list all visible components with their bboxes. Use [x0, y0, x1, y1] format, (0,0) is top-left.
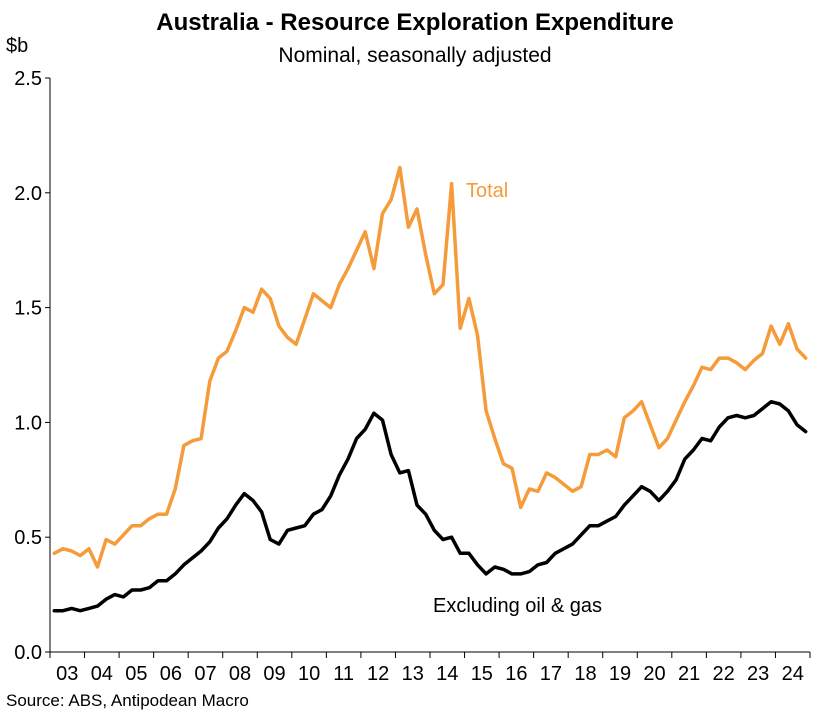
- x-tick-label: 11: [333, 663, 354, 685]
- x-tick-label: 21: [678, 663, 700, 685]
- x-tick-label: 15: [471, 663, 493, 685]
- series-group: [52, 165, 808, 613]
- x-tick-label: 05: [125, 663, 147, 685]
- y-tick-label: 2.5: [14, 68, 42, 90]
- x-tick-label: 14: [436, 663, 458, 685]
- y-tick-label: 0.0: [14, 642, 42, 664]
- y-tick-label: 2.0: [14, 183, 42, 205]
- x-tick-label: 13: [402, 663, 424, 685]
- x-tick-label: 23: [747, 663, 769, 685]
- x-tick-label: 06: [160, 663, 182, 685]
- x-tick-label: 07: [194, 663, 216, 685]
- x-tick-label: 12: [367, 663, 389, 685]
- y-axis-unit-label: $b: [6, 35, 28, 57]
- x-tick-label: 17: [540, 663, 562, 685]
- y-axis-ticks: 0.0 0.5 1.0 1.5 2.0 2.5: [14, 68, 50, 664]
- x-tick-label: 10: [298, 663, 320, 685]
- x-tick-label: 04: [91, 663, 113, 685]
- y-tick-label: 1.0: [14, 412, 42, 434]
- x-tick-label: 09: [263, 663, 285, 685]
- x-tick-label: 20: [643, 663, 665, 685]
- source-note: Source: ABS, Antipodean Macro: [6, 691, 249, 710]
- x-tick-label: 19: [609, 663, 631, 685]
- x-tick-label: 03: [56, 663, 78, 685]
- x-tick-label: 24: [782, 663, 804, 685]
- x-tick-label: 08: [229, 663, 251, 685]
- annotation-total: Total: [466, 180, 508, 202]
- x-tick-label: 22: [713, 663, 735, 685]
- series-line-total: [52, 165, 808, 569]
- chart-subtitle: Nominal, seasonally adjusted: [278, 44, 551, 67]
- series-line-excluding-oil-gas: [52, 399, 808, 613]
- x-axis-ticks: 03 04 05 06 07 08 09 10 11 12 13 14 15 16 17 18 19 20 21 22…: [49, 652, 811, 685]
- chart-title: Australia - Resource Exploration Expendi…: [156, 9, 673, 36]
- x-tick-label: 18: [574, 663, 596, 685]
- y-tick-label: 1.5: [14, 298, 42, 320]
- annotation-excluding-oil-gas: Excluding oil & gas: [433, 595, 602, 617]
- y-tick-label: 0.5: [14, 527, 42, 549]
- x-tick-label: 16: [505, 663, 527, 685]
